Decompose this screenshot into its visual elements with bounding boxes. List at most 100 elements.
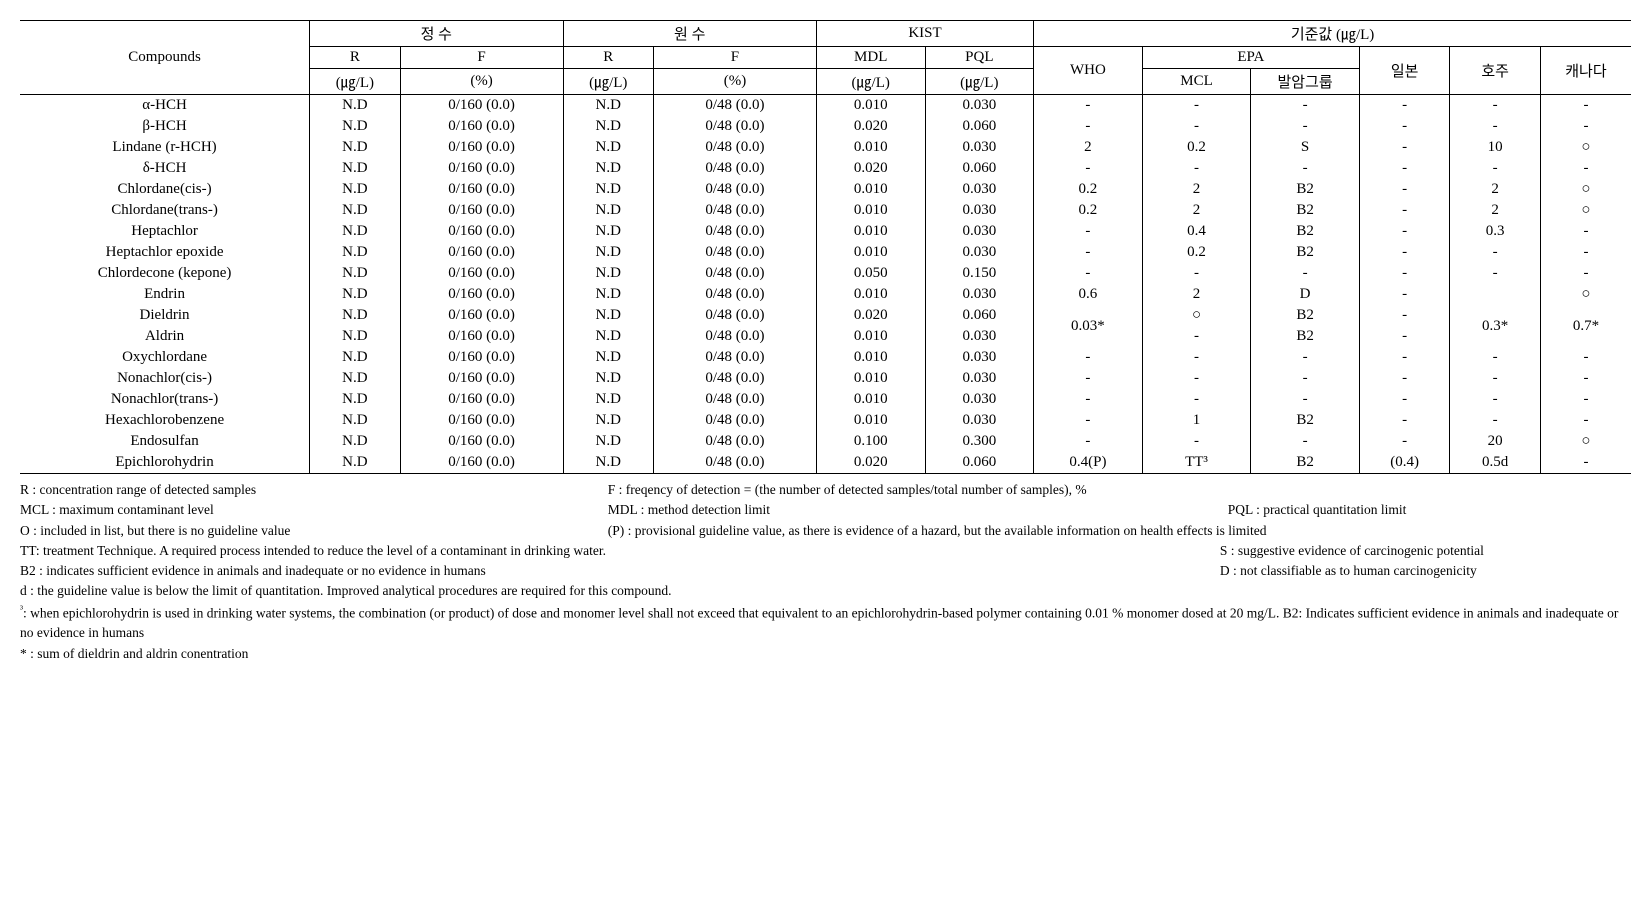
table-cell: -: [1450, 263, 1541, 284]
table-cell: Chlordane(trans-): [20, 200, 310, 221]
table-row: α-HCHN.D0/160 (0.0)N.D0/48 (0.0)0.0100.0…: [20, 95, 1631, 117]
table-row: δ-HCHN.D0/160 (0.0)N.D0/48 (0.0)0.0200.0…: [20, 158, 1631, 179]
note-sup3-text: : when epichlorohydrin is used in drinki…: [20, 605, 1618, 640]
note-pql: PQL : practical quantitation limit: [1228, 500, 1407, 520]
table-cell: Epichlorohydrin: [20, 452, 310, 474]
table-cell: N.D: [563, 242, 654, 263]
table-cell: 0/48 (0.0): [654, 431, 817, 452]
table-cell: N.D: [310, 200, 401, 221]
table-cell: 0.050: [816, 263, 925, 284]
table-cell: B2: [1251, 305, 1360, 326]
note-s: S : suggestive evidence of carcinogenic …: [1220, 541, 1484, 561]
table-cell: 0.020: [816, 305, 925, 326]
table-row: OxychlordaneN.D0/160 (0.0)N.D0/48 (0.0)0…: [20, 347, 1631, 368]
table-cell: -: [1251, 116, 1360, 137]
table-row: Heptachlor epoxideN.D0/160 (0.0)N.D0/48 …: [20, 242, 1631, 263]
table-cell: N.D: [563, 326, 654, 347]
table-cell: 0/48 (0.0): [654, 95, 817, 117]
table-cell: N.D: [310, 137, 401, 158]
table-cell: -: [1251, 347, 1360, 368]
table-cell: -: [1540, 452, 1631, 474]
table-row: Lindane (r-HCH)N.D0/160 (0.0)N.D0/48 (0.…: [20, 137, 1631, 158]
table-cell: 0/48 (0.0): [654, 200, 817, 221]
table-cell: -: [1142, 116, 1251, 137]
table-cell: 0.2: [1142, 137, 1251, 158]
table-cell: ○: [1540, 431, 1631, 452]
table-cell: 0/48 (0.0): [654, 137, 817, 158]
table-cell: -: [1142, 368, 1251, 389]
table-cell: -: [1034, 431, 1143, 452]
table-cell: ○: [1540, 179, 1631, 200]
table-cell: -: [1359, 347, 1450, 368]
table-cell: N.D: [563, 389, 654, 410]
table-cell: Lindane (r-HCH): [20, 137, 310, 158]
table-cell: -: [1540, 116, 1631, 137]
note-sup3: ³: when epichlorohydrin is used in drink…: [20, 602, 1631, 644]
table-cell: -: [1359, 305, 1450, 326]
table-cell: 0/48 (0.0): [654, 326, 817, 347]
table-cell: -: [1359, 368, 1450, 389]
table-cell: 0/48 (0.0): [654, 305, 817, 326]
table-cell: Nonachlor(trans-): [20, 389, 310, 410]
table-cell: N.D: [563, 284, 654, 305]
table-cell: -: [1450, 368, 1541, 389]
table-cell: 0.010: [816, 389, 925, 410]
table-cell: -: [1142, 431, 1251, 452]
table-cell: 0.030: [925, 347, 1034, 368]
table-cell: ○: [1540, 200, 1631, 221]
table-cell: 0.030: [925, 284, 1034, 305]
table-cell: 0/48 (0.0): [654, 242, 817, 263]
table-cell: B2: [1251, 179, 1360, 200]
table-cell: -: [1034, 158, 1143, 179]
table-cell: 0.5d: [1450, 452, 1541, 474]
th-canada: 캐나다: [1540, 47, 1631, 95]
table-cell: 0.150: [925, 263, 1034, 284]
table-row: HeptachlorN.D0/160 (0.0)N.D0/48 (0.0)0.0…: [20, 221, 1631, 242]
table-cell: 0/48 (0.0): [654, 410, 817, 431]
table-row: EpichlorohydrinN.D0/160 (0.0)N.D0/48 (0.…: [20, 452, 1631, 474]
table-cell: 0.030: [925, 95, 1034, 117]
th-r2-unit: (㎍/L): [563, 69, 654, 95]
table-cell: 0.060: [925, 158, 1034, 179]
table-cell: D: [1251, 284, 1360, 305]
table-cell: 0.030: [925, 368, 1034, 389]
table-cell: Dieldrin: [20, 305, 310, 326]
table-cell: -: [1251, 95, 1360, 117]
table-cell: -: [1540, 389, 1631, 410]
table-cell: N.D: [563, 347, 654, 368]
table-cell: -: [1359, 137, 1450, 158]
table-cell: [1450, 284, 1541, 305]
th-kist: KIST: [816, 21, 1033, 47]
table-cell: 0/160 (0.0): [400, 326, 563, 347]
table-cell: N.D: [563, 95, 654, 117]
table-cell: B2: [1251, 452, 1360, 474]
th-cancer: 발암그룹: [1251, 69, 1360, 95]
table-cell: 0/48 (0.0): [654, 221, 817, 242]
table-cell: N.D: [310, 284, 401, 305]
note-o: O : included in list, but there is no gu…: [20, 521, 568, 541]
table-cell: 0/160 (0.0): [400, 95, 563, 117]
table-cell: -: [1142, 389, 1251, 410]
table-cell: -: [1034, 347, 1143, 368]
table-cell: -: [1359, 410, 1450, 431]
th-mdl: MDL: [816, 47, 925, 69]
table-row: Chlordane(trans-)N.D0/160 (0.0)N.D0/48 (…: [20, 200, 1631, 221]
table-cell: N.D: [563, 158, 654, 179]
table-cell: -: [1142, 158, 1251, 179]
table-cell: -: [1251, 389, 1360, 410]
table-cell: N.D: [563, 368, 654, 389]
th-jeongsu: 정 수: [310, 21, 563, 47]
table-cell: -: [1450, 347, 1541, 368]
table-cell: N.D: [310, 431, 401, 452]
table-cell: -: [1034, 410, 1143, 431]
table-cell: N.D: [563, 179, 654, 200]
th-f1: F: [400, 47, 563, 69]
table-cell: -: [1359, 326, 1450, 347]
table-cell: α-HCH: [20, 95, 310, 117]
table-cell: 0.060: [925, 452, 1034, 474]
table-cell: 0.030: [925, 221, 1034, 242]
note-star: * : sum of dieldrin and aldrin conentrat…: [20, 644, 1631, 664]
table-cell: S: [1251, 137, 1360, 158]
table-cell: Chlordecone (kepone): [20, 263, 310, 284]
table-cell: 0.010: [816, 326, 925, 347]
